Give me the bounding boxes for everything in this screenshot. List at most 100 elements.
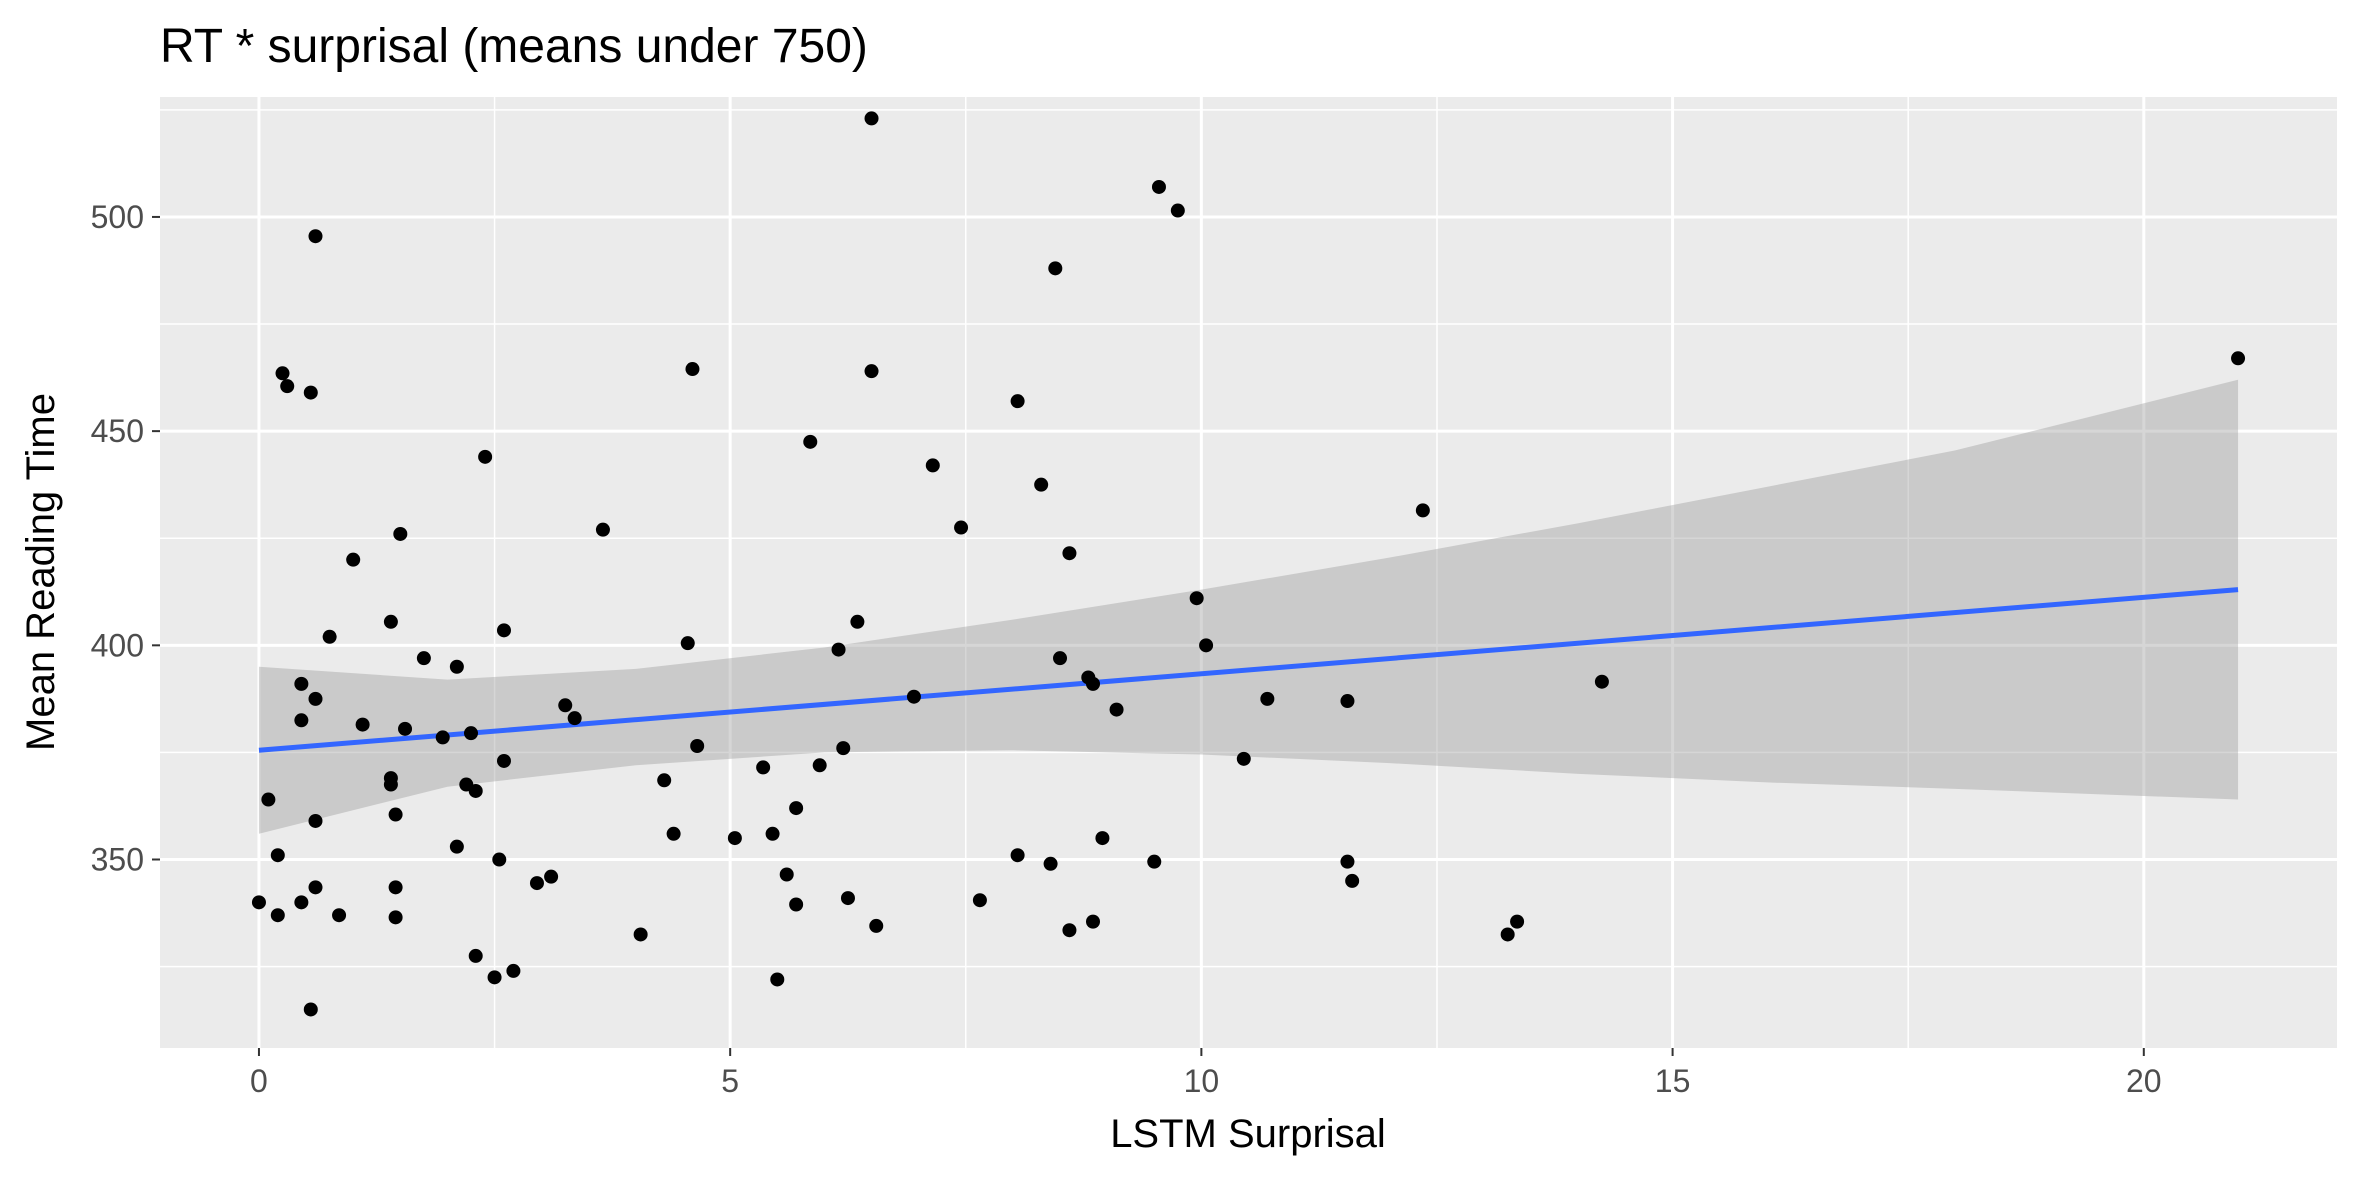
data-point — [1062, 923, 1077, 938]
data-point — [1510, 914, 1525, 929]
data-point — [864, 364, 879, 379]
data-point — [840, 891, 855, 906]
data-point — [1345, 873, 1360, 888]
data-point — [1147, 854, 1162, 869]
data-point — [280, 379, 295, 394]
data-point — [308, 813, 323, 828]
data-point — [657, 773, 672, 788]
data-point — [789, 801, 804, 816]
data-point — [864, 111, 879, 126]
data-point — [270, 848, 285, 863]
data-point — [388, 807, 403, 822]
data-point — [449, 659, 464, 674]
data-point — [789, 897, 804, 912]
chart-title: RT * surprisal (means under 750) — [160, 20, 868, 73]
data-point — [1043, 856, 1058, 871]
data-point — [690, 738, 705, 753]
data-point — [275, 366, 290, 381]
data-point — [251, 895, 266, 910]
minor-gridlines — [160, 97, 2337, 1048]
x-tick-label: 0 — [250, 1063, 268, 1099]
data-point — [308, 880, 323, 895]
x-tick-label: 15 — [1655, 1063, 1691, 1099]
data-point — [756, 760, 771, 775]
data-point — [496, 623, 511, 638]
data-point — [383, 614, 398, 629]
data-point — [925, 458, 940, 473]
data-point — [346, 552, 361, 567]
points-layer — [251, 111, 2246, 1017]
data-point — [680, 636, 695, 651]
data-point — [308, 691, 323, 706]
data-point — [1086, 676, 1100, 691]
data-point — [478, 449, 493, 464]
data-point — [1010, 848, 1025, 863]
data-point — [770, 972, 785, 987]
data-point — [464, 726, 478, 741]
fit-line-layer — [258, 587, 2239, 753]
data-point — [1170, 203, 1185, 218]
x-tick-label: 10 — [1184, 1063, 1220, 1099]
data-point — [1109, 702, 1124, 717]
data-point — [869, 918, 884, 933]
data-point — [1199, 638, 1214, 653]
data-point — [1095, 831, 1110, 846]
data-point — [567, 711, 582, 726]
data-point — [685, 362, 700, 377]
data-point — [383, 777, 398, 792]
confidence-band — [258, 379, 2239, 834]
data-point — [954, 520, 969, 535]
y-tick-label: 450 — [91, 413, 144, 449]
data-point — [1151, 179, 1166, 194]
data-point — [906, 689, 921, 704]
x-axis-title: LSTM Surprisal — [1110, 1112, 1386, 1156]
data-point — [506, 963, 521, 978]
data-point — [496, 753, 511, 768]
data-point — [1086, 914, 1100, 929]
data-point — [487, 970, 502, 985]
data-point — [261, 792, 276, 807]
data-point — [303, 1002, 318, 1017]
data-point — [294, 895, 309, 910]
data-point — [1189, 591, 1204, 606]
data-point — [388, 910, 403, 925]
data-point — [308, 229, 323, 244]
major-gridlines — [160, 97, 2337, 1048]
x-tick-label: 5 — [721, 1063, 739, 1099]
y-tick-label: 400 — [91, 627, 144, 663]
data-point — [558, 698, 573, 713]
data-point — [388, 880, 403, 895]
data-point — [1053, 651, 1068, 666]
data-point — [529, 876, 544, 891]
data-point — [294, 676, 309, 691]
data-point — [836, 741, 851, 756]
data-point — [666, 826, 681, 841]
data-point — [831, 642, 846, 657]
y-tick-label: 500 — [91, 199, 144, 235]
data-point — [850, 614, 865, 629]
data-point — [332, 908, 347, 923]
x-axis-ticks: 0 5 10 15 20 — [250, 1048, 2162, 1099]
data-point — [727, 831, 742, 846]
data-point — [544, 869, 559, 884]
data-point — [1010, 394, 1025, 409]
data-point — [449, 839, 464, 854]
y-tick-label: 350 — [91, 842, 144, 878]
data-point — [803, 434, 818, 449]
data-point — [435, 730, 450, 745]
data-point — [303, 385, 318, 400]
data-point — [972, 893, 987, 908]
data-point — [779, 867, 794, 882]
data-point — [294, 713, 309, 728]
data-point — [595, 522, 610, 537]
data-point — [2231, 351, 2246, 366]
data-point — [416, 651, 431, 666]
data-point — [1236, 751, 1251, 766]
data-point — [322, 629, 337, 644]
data-point — [1048, 261, 1063, 276]
confidence-band-layer — [258, 379, 2239, 834]
plot-panel — [160, 97, 2337, 1048]
data-point — [1260, 691, 1275, 706]
data-point — [393, 526, 408, 541]
